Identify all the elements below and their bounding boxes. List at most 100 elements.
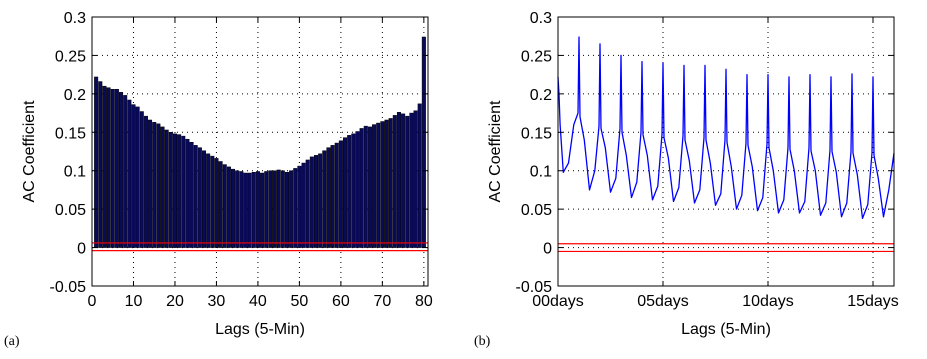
bar [177, 134, 182, 248]
a-ytick-label: 0.05 [55, 202, 86, 219]
bar [226, 166, 231, 248]
bar [119, 92, 124, 248]
bar [156, 123, 161, 248]
bar [380, 121, 385, 248]
a-xtick-label: 0 [88, 293, 97, 310]
bar [417, 103, 422, 248]
a-ytick-label: 0.1 [64, 164, 86, 181]
bar [363, 125, 368, 248]
bar [231, 168, 236, 248]
b-ytick-label: -0.05 [516, 279, 553, 296]
bar [251, 172, 256, 248]
bar [218, 161, 223, 248]
a-ytick-label: -0.05 [50, 279, 87, 296]
a-xlabel: Lags (5-Min) [215, 321, 305, 338]
panel-label-a: (a) [4, 334, 20, 349]
a-xtick-label: 70 [373, 293, 391, 310]
bar [409, 112, 414, 248]
chart-a: 0 10 20 30 40 50 60 70 80-0.0500.050.10.150.20.2… [21, 10, 433, 338]
a-ytick-label: 0.25 [55, 48, 86, 65]
bar [396, 112, 401, 248]
a-xtick-label: 20 [166, 293, 184, 310]
bar [197, 147, 202, 248]
a-xtick-label: 10 [125, 293, 143, 310]
bar [160, 126, 165, 248]
bar [305, 159, 310, 248]
bar [164, 129, 169, 248]
bar [376, 122, 381, 248]
bar [359, 128, 364, 248]
a-xtick-label: 40 [249, 293, 267, 310]
bar [222, 164, 227, 248]
bar [338, 140, 343, 248]
b-autocorrelation-line [557, 36, 895, 220]
bar [127, 99, 132, 248]
a-xtick-label: 80 [415, 293, 433, 310]
bar [123, 95, 128, 248]
bar [388, 118, 393, 248]
bar [189, 142, 194, 248]
bar [280, 170, 285, 248]
b-ytick-label: 0.25 [521, 48, 552, 65]
bar [98, 81, 103, 248]
bar [264, 171, 269, 248]
bar [214, 158, 219, 248]
b-xtick-label: 15days [847, 293, 899, 310]
bar [372, 124, 377, 248]
b-plot-frame [557, 16, 895, 287]
bar [94, 76, 99, 248]
bar [239, 171, 244, 248]
bar [392, 115, 397, 248]
bar [102, 85, 107, 248]
bar [193, 145, 198, 248]
a-ytick-label: 0 [77, 241, 86, 258]
panel-label-b: (b) [474, 334, 491, 349]
bar [131, 104, 136, 248]
bar [260, 172, 265, 248]
a-plot-frame [91, 16, 429, 287]
bar [185, 138, 190, 248]
b-ytick-label: 0.2 [530, 87, 552, 104]
bar [405, 115, 410, 248]
bar [201, 150, 207, 248]
b-ytick-label: 0 [543, 241, 552, 258]
bar [110, 88, 115, 248]
bar [106, 87, 111, 248]
bar [330, 145, 335, 248]
bar [313, 155, 319, 248]
bar [322, 150, 327, 248]
bar [172, 133, 177, 248]
bar [347, 135, 352, 248]
b-ytick-label: 0.05 [521, 202, 552, 219]
b-xtick-label: 10days [742, 293, 794, 310]
bar [268, 170, 273, 248]
bar [355, 131, 360, 248]
bar [384, 119, 389, 248]
bar [284, 172, 289, 248]
a-xtick-label: 30 [208, 293, 226, 310]
a-ylabel: AC Coefficient [21, 100, 38, 203]
bar [276, 169, 281, 248]
bar [272, 170, 277, 248]
a-xtick-label: 50 [291, 293, 309, 310]
b-ylabel: AC Coefficient [487, 100, 504, 203]
bar [351, 133, 356, 248]
bar [401, 113, 406, 248]
b-ytick-label: 0.1 [530, 164, 552, 181]
a-ytick-label: 0.3 [64, 10, 86, 27]
bar [181, 135, 186, 248]
bar [326, 147, 331, 248]
bar [247, 172, 252, 248]
a-ytick-label: 0.2 [64, 87, 86, 104]
chart-b: 00days 05days 10days 15days -0.05 0 0.05 0.1 0.1… [487, 10, 899, 338]
bar [289, 170, 294, 248]
bar [343, 137, 348, 248]
bar [297, 165, 302, 248]
bar [235, 170, 240, 248]
bar [143, 115, 148, 248]
bar [206, 153, 211, 248]
bar [421, 36, 426, 248]
bar [114, 88, 119, 248]
